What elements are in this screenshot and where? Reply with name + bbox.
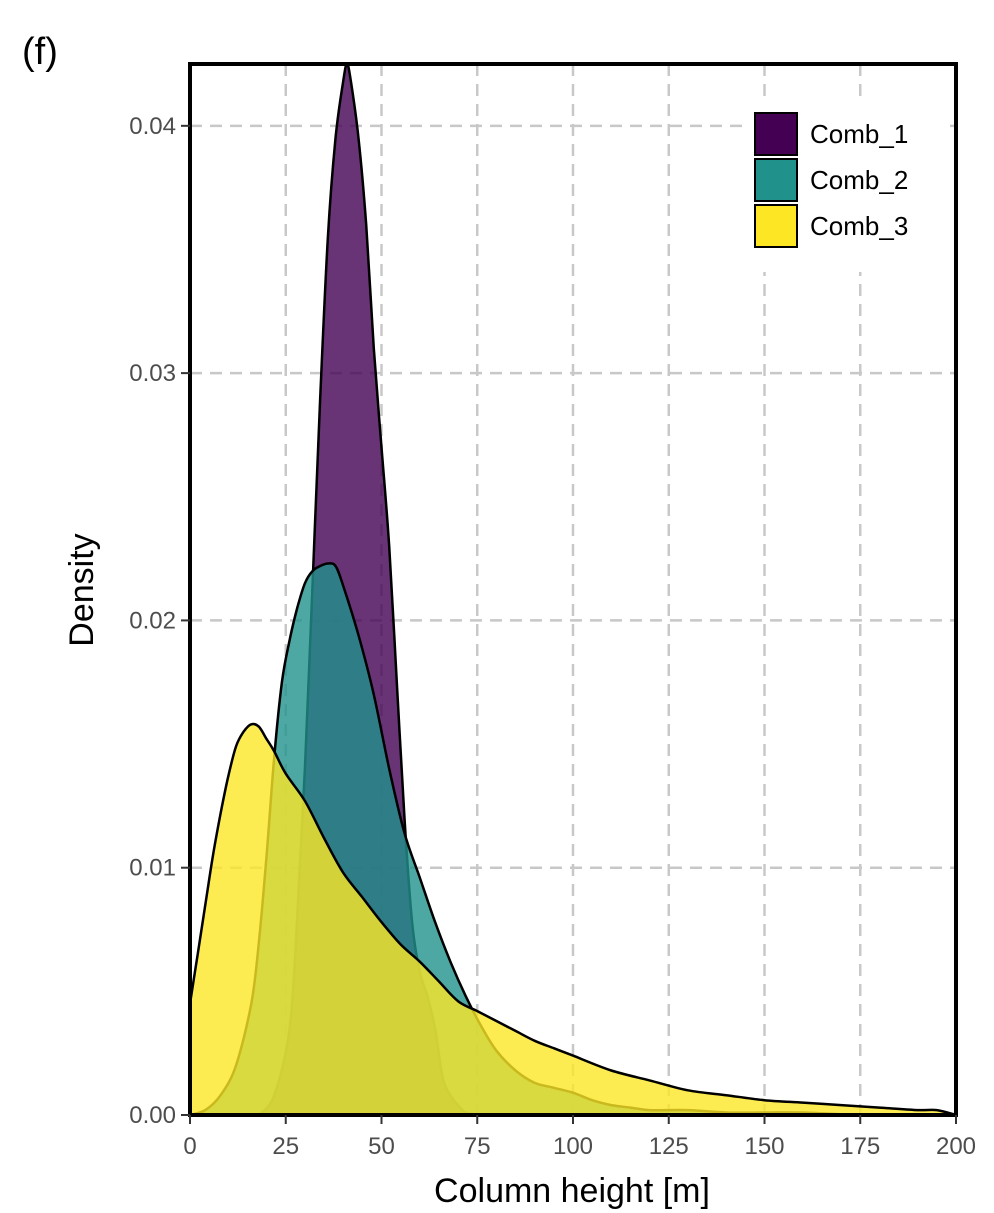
x-tick-label: 25: [272, 1133, 299, 1160]
comb-3-density-line: [188, 722, 957, 1117]
x-tick-label: 75: [464, 1133, 491, 1160]
x-tick-label: 125: [649, 1133, 689, 1160]
y-axis-ticks: 0.00 0.01 0.02 0.03 0.04: [129, 113, 190, 1129]
y-tick-label: 0.04: [129, 113, 176, 140]
x-tick-label: 50: [368, 1133, 395, 1160]
x-tick-label: 200: [936, 1133, 976, 1160]
comb-3-density-area: [190, 724, 956, 1115]
y-tick-label: 0.00: [129, 1102, 176, 1129]
comb-1-legend-label: Comb_1: [810, 119, 908, 149]
comb-2-legend-label: Comb_2: [810, 165, 908, 195]
y-tick-label: 0.02: [129, 607, 176, 634]
x-tick-label: 150: [744, 1133, 784, 1160]
comb-1-legend-swatch: [754, 112, 798, 156]
panel-label: (f): [22, 31, 58, 73]
comb-2-legend-swatch: [754, 158, 798, 202]
comb-3-legend-label: Comb_3: [810, 211, 908, 241]
y-tick-label: 0.03: [129, 360, 176, 387]
y-axis-title: Density: [63, 533, 101, 646]
x-tick-label: 175: [840, 1133, 880, 1160]
comb-3-legend-swatch: [754, 204, 798, 248]
x-tick-label: 100: [553, 1133, 593, 1160]
x-axis-title: Column height [m]: [434, 1172, 710, 1210]
legend: Comb_1 Comb_2 Comb_3: [742, 100, 948, 272]
x-tick-label: 0: [183, 1133, 196, 1160]
y-tick-label: 0.01: [129, 855, 176, 882]
x-axis-ticks: 0 25 50 75 100 125 150 175 200: [183, 1115, 976, 1160]
density-series: [188, 62, 957, 1117]
